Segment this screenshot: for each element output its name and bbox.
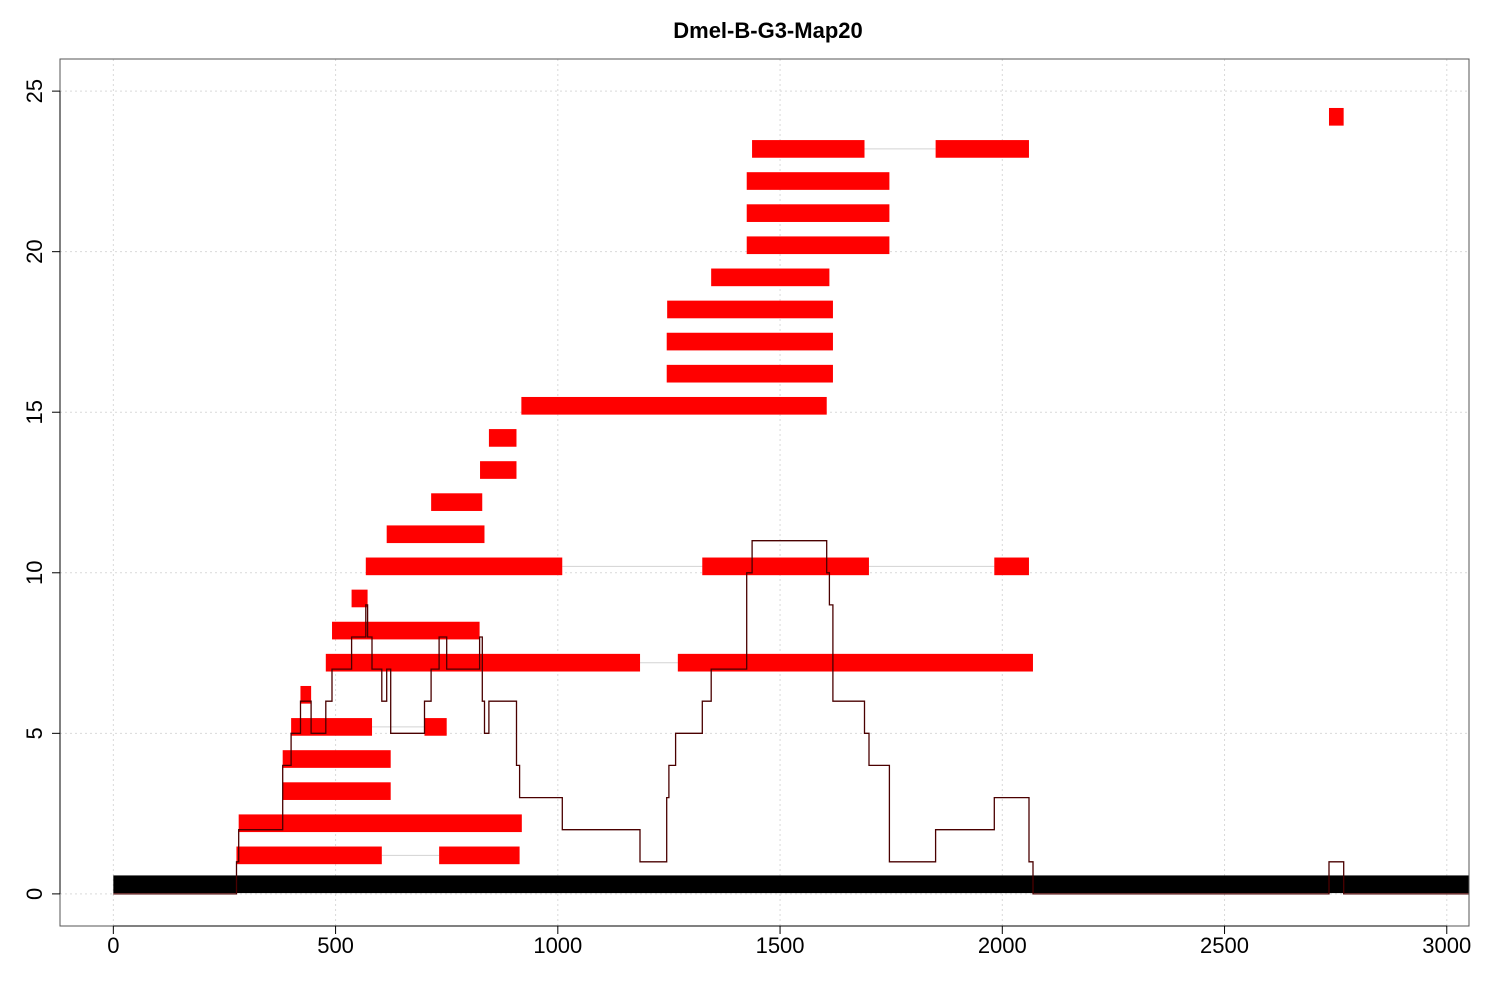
x-tick-label: 2500	[1200, 933, 1249, 958]
x-tick-label: 0	[107, 933, 119, 958]
segment-bar	[711, 268, 830, 287]
y-tick-label: 0	[22, 888, 47, 900]
segment-bar	[291, 718, 373, 736]
coverage-line	[113, 540, 1469, 895]
segment-bar	[1328, 107, 1344, 126]
segment-bar	[994, 557, 1029, 576]
segment-bar	[666, 364, 833, 383]
x-tick-label: 500	[317, 933, 354, 958]
segment-bar	[752, 140, 865, 158]
x-tick-label: 3000	[1422, 933, 1471, 958]
x-tick-label: 2000	[978, 933, 1027, 958]
segment-bar	[521, 396, 827, 415]
segment-bar	[332, 621, 480, 640]
segments	[236, 107, 1344, 865]
segment-bar	[667, 300, 833, 319]
chart-title: Dmel-B-G3-Map20	[673, 18, 862, 43]
segment-bar	[746, 236, 890, 255]
reference-bar	[113, 875, 1470, 894]
segment-bar	[351, 589, 368, 608]
segment-bar	[282, 750, 391, 768]
segment-bar	[480, 461, 517, 479]
segment-bar	[431, 493, 483, 511]
segment-bar	[236, 846, 382, 865]
segment-bar	[935, 140, 1029, 158]
y-tick-label: 25	[22, 79, 47, 103]
x-tick-label: 1000	[533, 933, 582, 958]
segment-bar	[238, 814, 522, 833]
y-tick-label: 5	[22, 727, 47, 739]
segment-bar	[677, 653, 1033, 672]
segment-bar	[424, 718, 447, 736]
segment-bar	[702, 557, 869, 576]
segment-bar	[439, 846, 520, 865]
x-axis: 0 500 1000 1500 2000 2500 3000	[107, 925, 1471, 958]
segment-bar	[300, 685, 312, 704]
segment-bar	[386, 525, 485, 544]
y-tick-label: 15	[22, 400, 47, 424]
y-tick-label: 10	[22, 561, 47, 585]
y-axis: 0 5 10 15 20 25	[22, 79, 61, 900]
segment-bar	[365, 557, 563, 576]
y-tick-label: 20	[22, 239, 47, 263]
reference-bar-layer	[113, 875, 1470, 894]
segment-bar	[282, 782, 391, 800]
segment-bar	[746, 172, 890, 190]
segment-bar	[746, 204, 890, 222]
segment-bar	[488, 429, 517, 447]
x-tick-label: 1500	[756, 933, 805, 958]
coverage-line-layer	[113, 540, 1469, 895]
segment-bar	[666, 332, 833, 351]
